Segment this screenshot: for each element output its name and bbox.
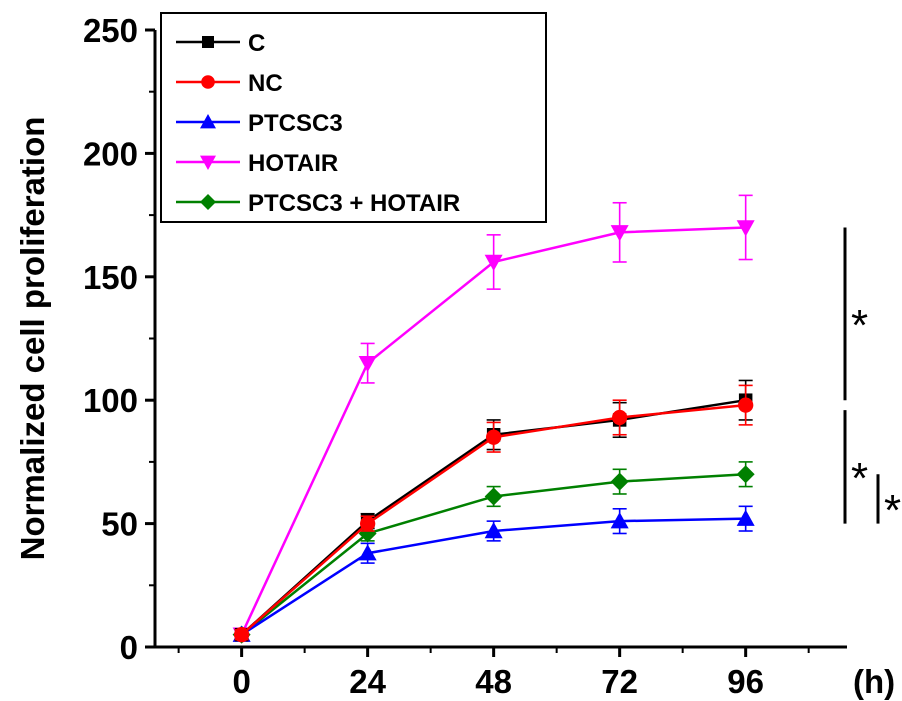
y-tick-label: 150 [83,259,138,296]
axes: 0 50 100 150 200 250 0 24 48 72 96 (h) Normalized ce… [14,12,895,700]
data-point [484,487,503,506]
data-point [736,220,755,237]
legend-marker [200,194,216,210]
data-point [738,397,754,413]
data-point [612,409,628,426]
data-point [485,429,502,445]
legend-entry: NC [176,70,283,97]
data-point [736,465,755,484]
x-tick-label: 48 [475,663,512,700]
legend-marker [200,155,216,170]
series-layer [232,194,755,644]
legend-entry: PTCSC3 [176,110,343,137]
x-tick-label: 96 [727,663,764,700]
legend-marker [200,114,216,129]
series-nc [233,384,754,643]
series-ptcsc3-hotair [232,461,755,644]
x-axis-unit: (h) [853,663,895,700]
legend-marker [202,36,214,48]
legend-label: PTCSC3 + HOTAIR [248,190,460,217]
series-c [234,379,753,642]
data-point [610,225,629,242]
data-point [484,254,503,271]
legend: C NC PTCSC3 HOTAIR PTCSC3 + HOTAIR [160,12,547,223]
data-point [233,627,250,643]
legend-entry: C [176,30,265,57]
data-point [358,544,377,561]
data-point [359,515,376,532]
data-point [610,512,629,529]
legend-box [160,12,547,223]
y-tick-label: 250 [83,12,138,49]
data-point [736,509,755,526]
significance-star: * [884,486,901,535]
significance-star: * [851,454,868,503]
data-point [610,472,629,491]
legend-entry: HOTAIR [176,150,338,177]
legend-label: PTCSC3 [248,110,343,137]
y-tick-label: 0 [120,629,138,666]
y-tick-label: 100 [83,382,138,419]
y-tick-label: 50 [101,506,138,543]
y-axis-title: Normalized cell proliferation [14,117,51,561]
y-tick-label: 200 [83,135,138,172]
data-point [358,355,377,373]
data-point [484,522,503,539]
legend-label: NC [248,70,283,97]
legend-marker [201,75,215,89]
x-tick-label: 0 [232,663,250,700]
significance-annotations: * * * [843,227,901,535]
significance-star: * [851,301,868,350]
legend-label: C [248,30,265,57]
legend-label: HOTAIR [248,150,338,177]
legend-entry: PTCSC3 + HOTAIR [176,190,460,217]
x-tick-label: 72 [601,663,638,700]
x-tick-label: 24 [349,663,386,700]
